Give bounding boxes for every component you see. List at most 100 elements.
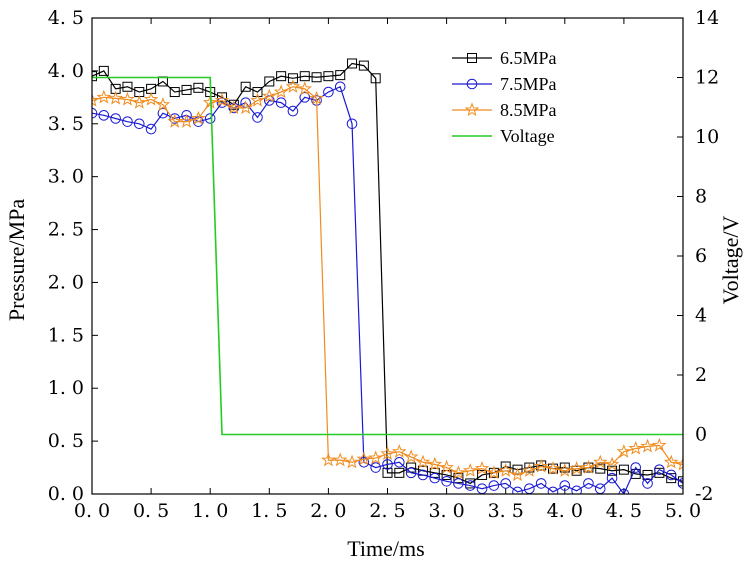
y-right-tick-label: 10 xyxy=(695,126,719,148)
series-line xyxy=(92,85,683,494)
data-point xyxy=(98,65,109,76)
data-point xyxy=(618,464,629,475)
data-point xyxy=(92,71,97,82)
tick-labels: 0. 0 0. 5 1. 0 1. 5 2. 0 2. 5 3. 0 3. 5 4. 0 4. 5… xyxy=(48,7,719,522)
data-point xyxy=(477,469,488,480)
data-point xyxy=(346,118,358,130)
data-point xyxy=(405,467,417,479)
x-tick-label: 4. 0 xyxy=(547,500,583,522)
data-point xyxy=(202,94,218,109)
y-axis-label-left: Pressure/MPa xyxy=(4,199,29,321)
y-axis-label-right: Voltage/V xyxy=(718,215,743,304)
data-point xyxy=(630,462,642,473)
data-point xyxy=(370,73,381,84)
data-point xyxy=(392,444,407,458)
legend-item: 7.5MPa xyxy=(452,74,557,94)
x-axis-label: Time/ms xyxy=(347,536,424,561)
data-point xyxy=(143,91,159,106)
data-point xyxy=(533,458,549,473)
data-point xyxy=(604,456,620,471)
data-point xyxy=(394,456,405,468)
data-point xyxy=(181,84,192,95)
data-point xyxy=(98,110,110,121)
data-point xyxy=(179,114,194,128)
y-left-tick-label: 3. 5 xyxy=(48,113,84,135)
y-right-tick-label: 0 xyxy=(695,424,707,446)
data-point xyxy=(92,107,98,119)
legend: 6.5MPa 7.5MPa 8.5MPa Voltage xyxy=(452,48,557,146)
data-point xyxy=(216,97,228,108)
data-point xyxy=(642,469,653,480)
data-point xyxy=(240,81,251,92)
data-point xyxy=(122,81,133,92)
data-point xyxy=(415,454,431,469)
data-point xyxy=(417,469,429,481)
y-right-tick-label: -2 xyxy=(695,483,714,505)
data-point xyxy=(522,463,537,477)
data-point xyxy=(545,460,561,475)
data-point xyxy=(347,58,358,69)
data-point xyxy=(462,463,478,477)
data-point xyxy=(559,480,571,491)
legend-label: 6.5MPa xyxy=(500,48,557,68)
series-layer xyxy=(92,58,683,494)
data-point xyxy=(665,469,677,481)
data-point xyxy=(571,465,582,476)
data-point xyxy=(193,82,204,93)
x-tick-label: 3. 0 xyxy=(428,500,464,522)
data-point xyxy=(652,437,667,452)
data-point xyxy=(133,118,145,130)
legend-marker xyxy=(466,78,478,90)
data-point xyxy=(500,478,512,489)
data-point xyxy=(663,454,679,469)
x-tick-label: 0. 0 xyxy=(74,500,110,522)
legend-label: 7.5MPa xyxy=(500,74,557,94)
data-point xyxy=(356,451,372,466)
y-left-tick-label: 0. 5 xyxy=(48,430,84,452)
data-point xyxy=(559,462,570,473)
x-tick-label: 3. 5 xyxy=(488,500,524,522)
data-point xyxy=(358,456,370,468)
data-point xyxy=(122,116,133,127)
data-point xyxy=(616,444,632,458)
data-point xyxy=(262,88,277,103)
data-point xyxy=(297,81,313,96)
legend-item: 8.5MPa xyxy=(452,100,557,120)
data-point xyxy=(370,462,381,473)
data-point xyxy=(441,476,452,487)
data-point xyxy=(547,463,558,474)
data-point xyxy=(439,459,454,474)
data-point xyxy=(606,472,618,484)
data-point xyxy=(252,112,263,123)
legend-item: Voltage xyxy=(452,126,555,146)
data-point xyxy=(524,462,535,473)
data-point xyxy=(628,440,643,455)
data-point xyxy=(217,92,228,103)
series-voltage xyxy=(92,76,683,436)
y-left-tick-label: 4. 5 xyxy=(48,7,84,29)
data-point xyxy=(157,107,169,119)
data-point xyxy=(640,438,655,453)
data-point xyxy=(96,89,112,104)
y-left-tick-label: 2. 5 xyxy=(48,219,84,241)
series-line xyxy=(92,86,683,476)
data-point xyxy=(204,113,216,124)
data-point xyxy=(264,76,275,87)
data-point xyxy=(488,467,499,478)
data-point xyxy=(193,116,204,127)
data-point xyxy=(512,464,523,475)
data-point xyxy=(275,97,287,108)
plot-frame xyxy=(91,17,684,495)
data-point xyxy=(429,472,441,484)
series-8-5mpa xyxy=(92,79,683,482)
data-point xyxy=(654,467,665,478)
data-point xyxy=(238,100,253,115)
x-tick-label: 2. 5 xyxy=(369,500,405,522)
data-point xyxy=(287,73,298,84)
y-left-tick-label: 1. 5 xyxy=(48,324,84,346)
data-point xyxy=(488,480,500,491)
data-point xyxy=(464,480,476,491)
data-point xyxy=(299,71,310,82)
data-point xyxy=(120,91,135,106)
